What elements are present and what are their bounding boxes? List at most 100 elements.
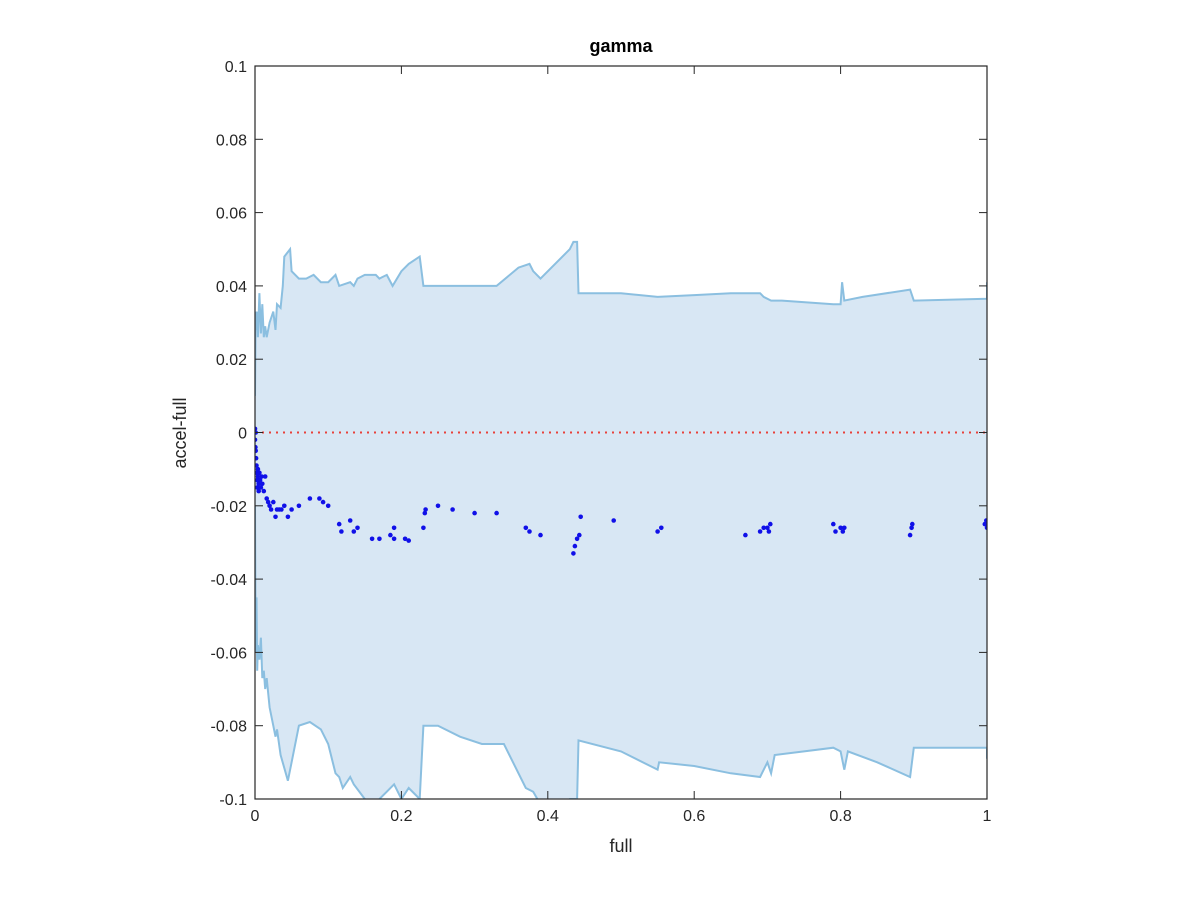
data-point (842, 525, 847, 531)
x-tick-label: 0.6 (683, 808, 705, 825)
y-tick-label: -0.02 (211, 499, 248, 516)
data-point (317, 496, 322, 501)
data-point (265, 499, 271, 505)
x-tick-label: 0.4 (537, 808, 559, 825)
y-tick-label: 0.04 (216, 279, 247, 296)
axes: 0 0.2 0.4 0.6 0.8 1 -0.1 -0.08 -0.06 -0.04 -0.02 0 0… (211, 59, 992, 825)
data-point (325, 503, 331, 509)
data-point (255, 444, 258, 450)
y-tick-label: -0.04 (211, 572, 248, 589)
data-point (833, 529, 838, 534)
data-point (259, 474, 264, 479)
data-point (578, 514, 583, 520)
data-point (523, 525, 529, 531)
data-point (355, 525, 360, 531)
data-point (255, 463, 259, 468)
data-point (257, 477, 263, 483)
data-point (256, 488, 262, 494)
data-point (255, 466, 261, 472)
data-point (435, 503, 441, 509)
data-point (336, 521, 342, 527)
data-point (391, 536, 397, 542)
y-tick-label: 0.06 (216, 206, 247, 223)
x-tick-label: 1 (983, 808, 992, 825)
data-point (351, 529, 357, 534)
data-point (472, 510, 477, 516)
data-point (840, 529, 846, 534)
data-point (255, 474, 261, 479)
data-point (377, 536, 382, 542)
data-point (757, 529, 763, 534)
data-point (574, 536, 580, 542)
data-point (572, 543, 578, 549)
data-point (538, 532, 543, 538)
data-point (909, 525, 914, 531)
y-tick-label: 0 (238, 426, 247, 443)
data-point (391, 525, 397, 531)
chart-title: gamma (589, 36, 653, 56)
data-point (766, 529, 772, 534)
data-point (289, 507, 294, 512)
data-point (422, 510, 428, 516)
y-tick-label: 0.02 (216, 352, 247, 369)
y-tick-label: 0.08 (216, 132, 247, 149)
data-point (285, 514, 291, 520)
y-tick-label: -0.08 (211, 719, 248, 736)
data-point (261, 488, 267, 494)
data-point (402, 536, 408, 542)
data-point (260, 481, 265, 487)
data-point (659, 525, 664, 531)
x-tick-label: 0 (251, 808, 260, 825)
data-point (271, 499, 276, 505)
plot-area (255, 240, 987, 799)
data-point (279, 507, 284, 512)
data-point (761, 525, 766, 531)
data-point (907, 532, 913, 538)
data-point (421, 525, 426, 531)
data-point (307, 496, 313, 501)
y-tick-label: -0.06 (211, 645, 248, 662)
data-point (255, 448, 258, 454)
data-point (577, 532, 582, 538)
data-point (268, 507, 274, 512)
data-point (255, 455, 259, 461)
data-point (320, 499, 326, 505)
data-point (571, 551, 576, 556)
data-point (527, 529, 532, 534)
data-point (282, 503, 287, 509)
data-point (347, 518, 353, 523)
data-point (910, 521, 915, 527)
data-point (611, 518, 616, 523)
band-upper-edge (255, 240, 987, 396)
data-point (406, 538, 412, 543)
data-point (267, 503, 272, 509)
data-point (388, 532, 393, 538)
data-point (339, 529, 344, 534)
data-point (831, 521, 836, 527)
data-point (255, 485, 260, 490)
data-point (838, 525, 843, 531)
data-point (256, 481, 262, 487)
y-tick-label: 0.1 (225, 59, 247, 76)
data-point (450, 507, 455, 512)
x-tick-label: 0.2 (390, 808, 412, 825)
data-point (655, 529, 660, 534)
data-point (264, 496, 270, 501)
x-tick-label: 0.8 (829, 808, 851, 825)
x-axis-title: full (609, 836, 632, 856)
plot-clipped-group (255, 240, 987, 799)
data-point (273, 514, 278, 520)
data-point (982, 521, 987, 527)
confidence-band (255, 241, 987, 799)
data-point (765, 525, 770, 531)
data-point (423, 507, 428, 512)
data-point (768, 521, 773, 527)
data-point (296, 503, 302, 509)
y-axis-title: accel-full (170, 397, 190, 468)
data-point (257, 470, 262, 476)
band-lower-edge (255, 505, 987, 799)
data-point (369, 536, 375, 542)
y-tick-label: -0.1 (219, 792, 247, 809)
